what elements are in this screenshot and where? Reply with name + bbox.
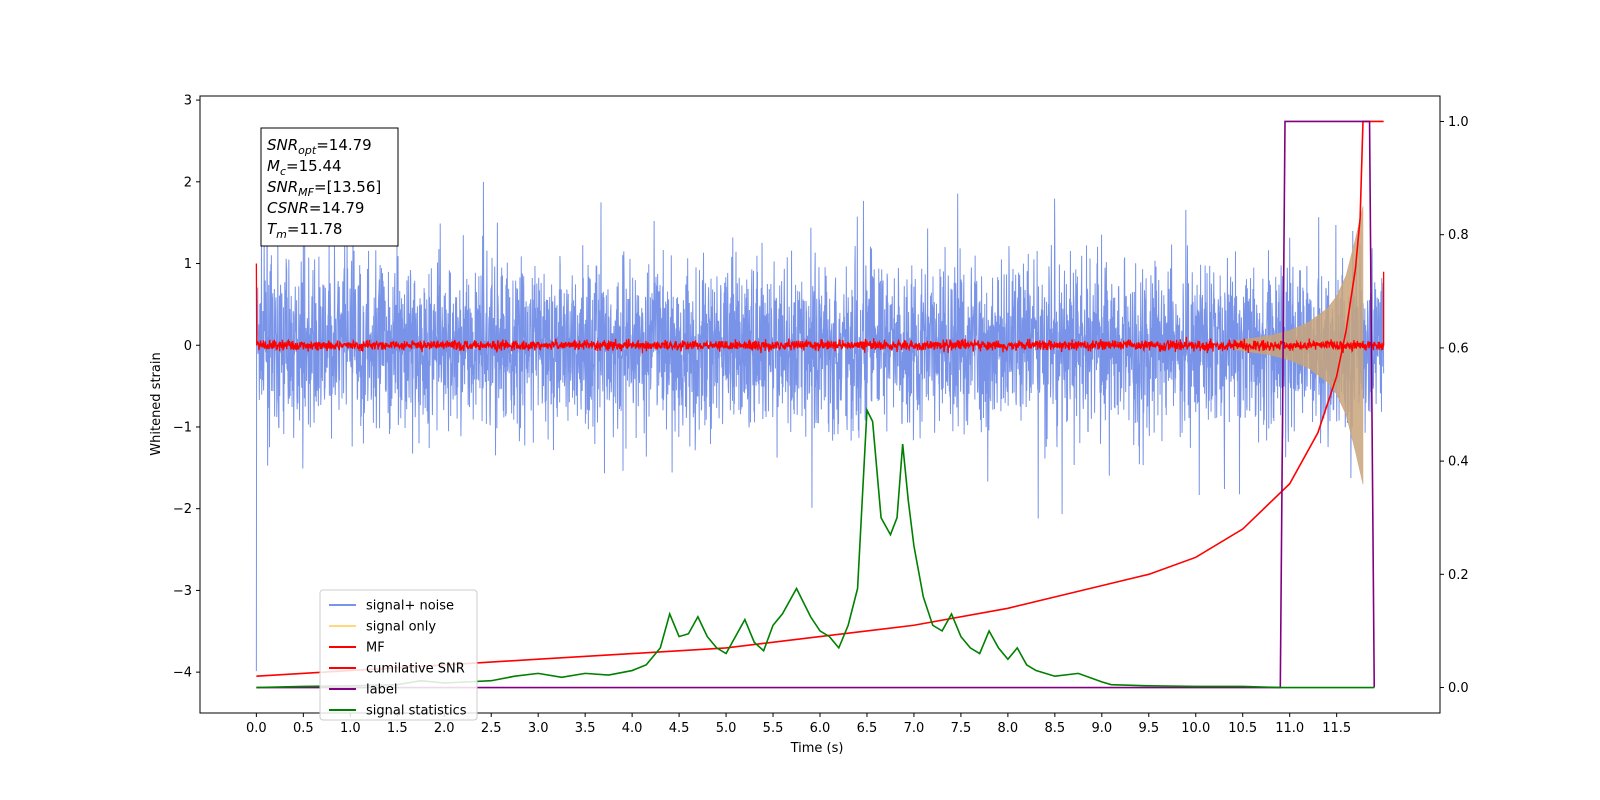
x-tick-label: 10.0 (1181, 721, 1210, 736)
x-tick-label: 3.0 (528, 721, 549, 736)
y-axis-label: Whitened strain (149, 352, 164, 455)
x-tick-label: 3.5 (575, 721, 596, 736)
x-tick-label: 4.5 (669, 721, 690, 736)
annotation-variable: M (267, 157, 280, 175)
x-tick-label: 10.5 (1228, 721, 1257, 736)
x-tick-label: 0.5 (293, 721, 314, 736)
annotation-box: SNRopt=14.79Mc=15.44SNRMF=[13.56]CSNR=14… (260, 127, 399, 247)
x-tick-label: 0.0 (246, 721, 267, 736)
annotation-subscript: m (276, 228, 287, 241)
annotation-value: =14.79 (309, 199, 365, 217)
annotation-value: =[13.56] (314, 178, 381, 196)
annotation-variable: CSNR (267, 199, 309, 217)
annotation-value: =14.79 (316, 136, 372, 154)
legend-label: signal statistics (366, 704, 467, 719)
y-tick-label: −2 (173, 502, 192, 517)
x-tick-label: 8.0 (998, 721, 1019, 736)
legend-label: MF (366, 641, 385, 656)
y-tick-label: −4 (173, 666, 192, 681)
annotation-subscript: c (280, 165, 286, 178)
legend-label: signal only (366, 620, 436, 635)
x-tick-label: 11.0 (1275, 721, 1304, 736)
legend-label: signal+ noise (366, 599, 454, 614)
legend: signal+ noise signal only MF cumilative SNR… (319, 589, 478, 721)
x-tick-label: 1.5 (387, 721, 408, 736)
y-tick-label: −1 (173, 420, 192, 435)
x-tick-label: 11.5 (1322, 721, 1351, 736)
y2-tick-label: 0.2 (1448, 568, 1469, 583)
series-signal-statistics-line (256, 407, 1375, 689)
annotation-variable: T (267, 220, 278, 238)
legend-label: label (366, 683, 397, 698)
y2-tick-label: 0.4 (1448, 455, 1469, 470)
x-tick-label: 7.0 (904, 721, 925, 736)
y-axis-right: 0.0 0.2 0.4 0.6 0.8 1.0 (1440, 115, 1469, 696)
x-tick-label: 9.5 (1138, 721, 1159, 736)
y-axis-left: −4 −3 −2 −1 0 1 2 3 (173, 94, 200, 681)
annotation-value: =11.78 (287, 220, 343, 238)
x-tick-label: 2.0 (434, 721, 455, 736)
series-signal-noise-line (255, 181, 1385, 672)
x-tick-label: 4.0 (622, 721, 643, 736)
plot-area (255, 120, 1385, 689)
y-tick-label: 0 (184, 339, 192, 354)
annotation-frame (260, 127, 399, 247)
y2-tick-label: 0.0 (1448, 681, 1469, 696)
x-tick-label: 6.0 (810, 721, 831, 736)
x-axis-label: Time (s) (790, 741, 844, 756)
x-axis: 0.0 0.5 1.0 1.5 2.0 2.5 3.0 3.5 4.0 4.5 5.0 5.5 6.0 6… (246, 713, 1351, 736)
legend-label: cumilative SNR (366, 662, 465, 677)
x-tick-label: 9.0 (1091, 721, 1112, 736)
y2-tick-label: 0.8 (1448, 228, 1469, 243)
y-tick-label: −3 (173, 584, 192, 599)
x-tick-label: 6.5 (857, 721, 878, 736)
annotation-line: Tm=11.78 (267, 220, 342, 241)
annotation-subscript: opt (298, 144, 317, 157)
x-tick-label: 5.5 (763, 721, 784, 736)
annotation-subscript: MF (298, 186, 314, 199)
x-tick-label: 2.5 (481, 721, 502, 736)
annotation-variable: SNR (267, 178, 298, 196)
annotation-line: SNRMF=[13.56] (267, 178, 381, 199)
annotation-value: =15.44 (286, 157, 342, 175)
annotation-variable: SNR (267, 136, 298, 154)
y-tick-label: 3 (184, 94, 192, 109)
series-mf-line (255, 263, 1385, 354)
annotation-line: CSNR=14.79 (267, 199, 364, 217)
x-tick-label: 7.5 (951, 721, 972, 736)
series-cumulative-snr-line (256, 120, 1384, 678)
series-label-line (256, 120, 1376, 689)
legend-frame (319, 589, 478, 721)
y2-tick-label: 0.6 (1448, 341, 1469, 356)
x-tick-label: 1.0 (340, 721, 361, 736)
x-tick-label: 8.5 (1045, 721, 1066, 736)
annotation-line: SNRopt=14.79 (267, 136, 372, 157)
y-tick-label: 1 (184, 257, 192, 272)
y2-tick-label: 1.0 (1448, 115, 1469, 130)
annotation-line: Mc=15.44 (267, 157, 342, 178)
x-tick-label: 5.0 (716, 721, 737, 736)
y-tick-label: 2 (184, 175, 192, 190)
